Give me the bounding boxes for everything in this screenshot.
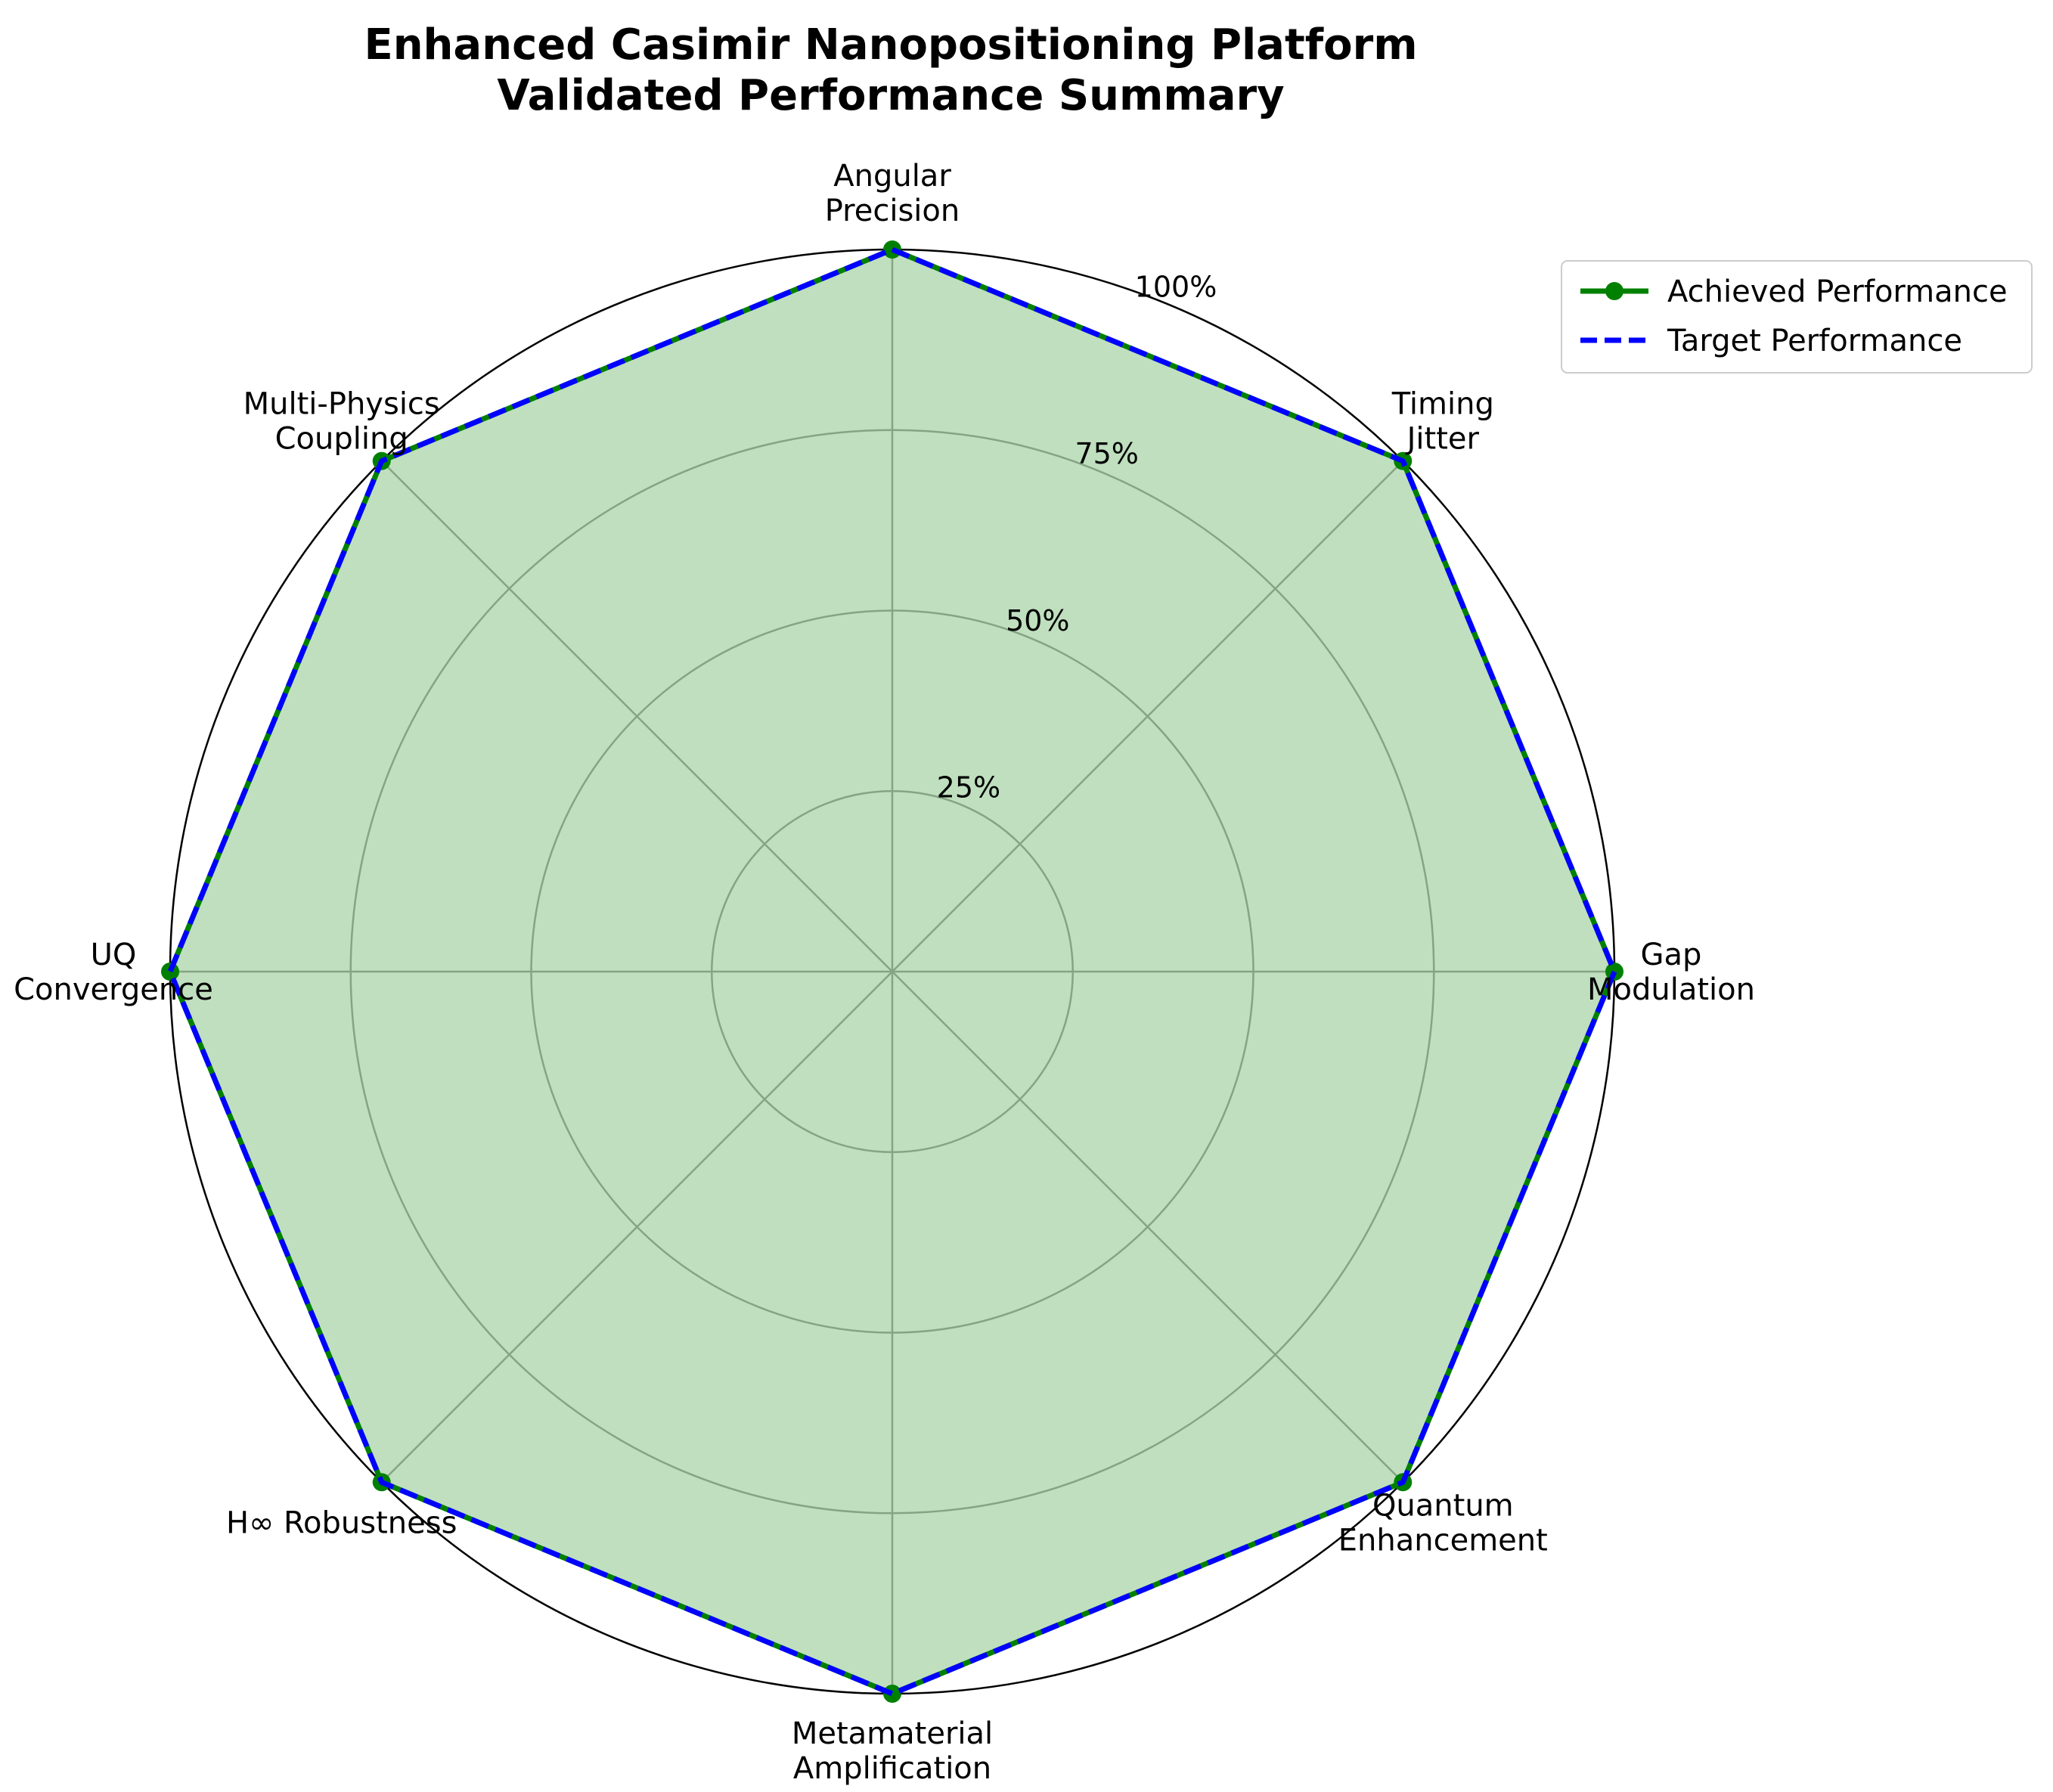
rtick-label-4: 100% — [1135, 271, 1217, 304]
category-label-7: UQ Convergence — [14, 938, 213, 1007]
category-label-8: Multi-Physics Coupling — [243, 387, 440, 457]
spoke-4 — [892, 971, 1404, 1484]
legend-achieved-marker — [1605, 282, 1623, 300]
rtick-label-3: 75% — [1075, 437, 1138, 470]
spoke-2 — [892, 460, 1404, 972]
legend-achieved-label: Achieved Performance — [1667, 274, 2008, 309]
achieved-area — [170, 250, 1614, 1694]
category-label-1: Angular Precision — [825, 159, 960, 228]
data-series — [161, 240, 1623, 1703]
legend-target-label: Target Performance — [1667, 324, 1962, 358]
category-label-3: Gap Modulation — [1587, 938, 1755, 1007]
radial-tick-labels: 25% 50% 75% 100% — [937, 271, 1217, 805]
legend: Achieved Performance Target Performance — [1561, 260, 2033, 374]
category-label-4: Quantum Enhancement — [1338, 1488, 1548, 1558]
chart-title-line-1: Enhanced Casimir Nanopositioning Platfor… — [364, 20, 1417, 70]
rtick-label-2: 50% — [1006, 604, 1069, 637]
category-label-5: Metamaterial Amplification — [792, 1716, 993, 1786]
rtick-label-1: 25% — [937, 770, 1000, 804]
category-label-6: H∞ Robustness — [226, 1505, 457, 1540]
spoke-8 — [380, 460, 893, 972]
spoke-6 — [380, 971, 893, 1484]
chart-title-line-2: Validated Performance Summary — [497, 71, 1284, 120]
legend-box — [1561, 260, 2033, 374]
target-series-line — [167, 246, 1617, 1697]
category-label-2: Timing Jitter — [1391, 387, 1494, 457]
category-labels: Angular Precision Timing Jitter Gap Modulatio… — [14, 159, 1755, 1786]
